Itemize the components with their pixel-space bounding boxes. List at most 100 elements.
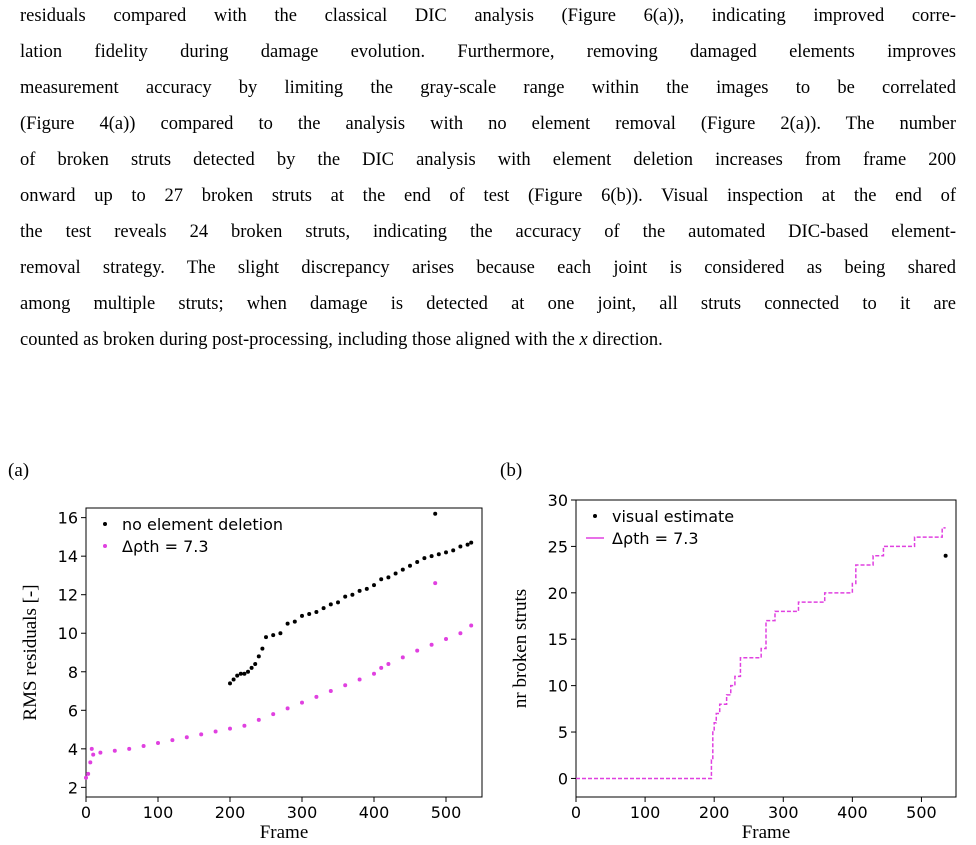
data-point — [336, 600, 340, 605]
x-tick-label: 100 — [143, 803, 174, 822]
text-span: direction. — [587, 330, 663, 350]
data-point — [300, 613, 304, 618]
step-line — [576, 527, 946, 780]
data-point — [429, 642, 434, 647]
data-point — [444, 637, 448, 642]
text-line: among multiple struts; when damage is de… — [20, 294, 956, 314]
legend-label: visual estimate — [612, 507, 734, 526]
data-point — [429, 554, 434, 559]
data-point — [264, 635, 268, 640]
legend-swatch — [593, 514, 597, 518]
data-point — [379, 665, 384, 670]
text-line: (Figure 4(a)) compared to the analysis w… — [20, 114, 956, 134]
data-point — [141, 743, 146, 748]
data-point — [321, 606, 326, 611]
data-point — [271, 633, 276, 638]
x-tick-label: 400 — [837, 803, 868, 822]
data-point — [184, 735, 189, 740]
text-line: measurement accuracy by limiting the gra… — [20, 78, 956, 98]
data-point — [260, 646, 265, 651]
y-tick-label: 2 — [68, 778, 78, 797]
data-point — [235, 673, 240, 678]
data-point — [386, 575, 391, 580]
x-tick-label: 500 — [431, 803, 462, 822]
data-point — [386, 662, 391, 667]
data-point — [156, 741, 160, 746]
data-point — [343, 594, 348, 599]
data-point — [436, 552, 441, 557]
legend-label: no element deletion — [122, 515, 283, 534]
data-point — [422, 556, 427, 561]
data-point — [199, 732, 204, 737]
data-point — [314, 694, 319, 699]
data-point — [307, 611, 312, 616]
data-point — [393, 571, 398, 576]
data-point — [328, 602, 333, 607]
data-point — [415, 559, 420, 564]
y-tick-label: 15 — [548, 630, 568, 649]
data-point — [213, 729, 218, 734]
text-line: the test reveals 24 broken struts, indic… — [20, 222, 956, 242]
plot-frame — [575, 499, 957, 798]
data-point — [285, 621, 290, 626]
data-point — [242, 723, 247, 728]
x-tick-label: 200 — [215, 803, 246, 822]
data-point — [300, 700, 304, 705]
plot-frame — [85, 507, 483, 798]
data-point — [238, 671, 243, 676]
data-point — [127, 746, 132, 751]
data-point — [84, 775, 88, 780]
data-point — [400, 655, 405, 660]
data-point — [256, 717, 261, 722]
y-tick-label: 12 — [58, 586, 78, 605]
y-tick-label: 5 — [558, 723, 568, 742]
data-point — [242, 671, 247, 676]
data-point — [112, 748, 117, 753]
data-point — [89, 746, 94, 751]
data-point — [458, 631, 463, 636]
x-tick-label: 100 — [630, 803, 661, 822]
data-point — [228, 681, 232, 686]
data-point — [451, 548, 456, 553]
data-point — [433, 511, 438, 516]
text-line: counted as broken during post-processing… — [20, 330, 956, 350]
data-point — [228, 726, 232, 731]
data-point — [364, 586, 369, 591]
panel-label: (a) — [8, 460, 29, 481]
data-point — [292, 619, 297, 624]
x-tick-label: 0 — [81, 803, 91, 822]
data-point — [372, 671, 376, 676]
y-tick-label: 0 — [558, 769, 568, 788]
data-point — [372, 583, 376, 588]
data-point — [170, 738, 175, 743]
data-point — [444, 550, 448, 555]
data-point — [469, 540, 474, 545]
legend-swatch — [103, 544, 107, 548]
data-point — [246, 669, 250, 674]
y-tick-label: 4 — [68, 740, 78, 759]
y-tick-label: 30 — [548, 491, 568, 510]
legend-label: Δρth = 7.3 — [612, 529, 699, 548]
legend-swatch — [103, 522, 107, 526]
x-axis-label: Frame — [260, 822, 309, 843]
text-line: of broken struts detected by the DIC ana… — [20, 150, 956, 170]
data-point — [357, 677, 362, 682]
text-line: removal strategy. The slight discrepancy… — [20, 258, 956, 278]
data-point — [408, 563, 412, 568]
data-point — [86, 771, 91, 776]
data-point — [458, 544, 463, 549]
data-point — [253, 662, 258, 667]
data-point — [943, 553, 948, 558]
data-point — [400, 567, 405, 572]
y-tick-label: 14 — [58, 547, 78, 566]
text-line: lation fidelity during damage evolution.… — [20, 42, 956, 62]
y-tick-label: 16 — [58, 509, 78, 528]
x-tick-label: 300 — [287, 803, 318, 822]
text-span: counted as broken during post-processing… — [20, 330, 580, 350]
data-point — [328, 689, 333, 694]
x-tick-label: 300 — [768, 803, 799, 822]
text-line: onward up to 27 broken struts at the end… — [20, 186, 956, 206]
data-point — [465, 542, 470, 547]
